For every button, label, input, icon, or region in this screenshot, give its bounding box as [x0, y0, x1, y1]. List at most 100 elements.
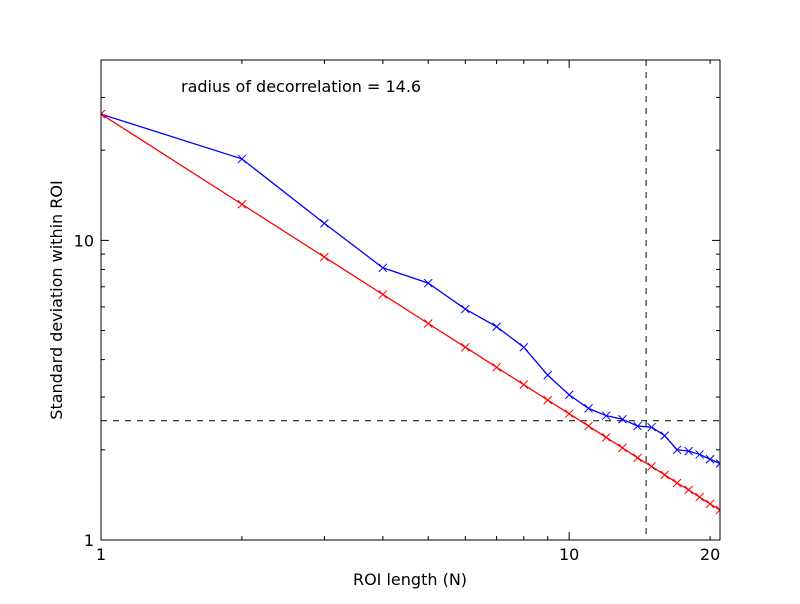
marker-stroke — [492, 322, 501, 332]
marker-stroke — [715, 509, 720, 515]
series-2-point — [460, 342, 470, 352]
marker-stroke — [320, 252, 329, 262]
marker-stroke — [618, 443, 627, 453]
series-1-point — [584, 404, 593, 413]
marker-stroke — [601, 433, 611, 442]
series-2-point — [672, 478, 682, 488]
marker-stroke — [584, 421, 593, 431]
axes-frame — [100, 59, 721, 541]
marker-stroke — [519, 380, 529, 389]
marker-stroke — [460, 342, 470, 352]
marker-stroke — [564, 409, 574, 419]
marker-stroke — [543, 395, 553, 405]
marker-stroke — [519, 342, 529, 352]
series-2-point — [633, 453, 642, 463]
marker-stroke — [584, 404, 593, 413]
marker-stroke — [684, 485, 694, 495]
marker-stroke — [705, 499, 715, 509]
series-1-point — [618, 414, 627, 424]
axes-group: 1 10 20 1 10 — [74, 59, 721, 564]
reference-lines — [101, 60, 720, 540]
series-2-point — [101, 109, 106, 119]
series-group — [101, 109, 720, 515]
series-2-point — [684, 485, 694, 495]
marker-stroke — [423, 278, 433, 288]
marker-stroke — [601, 411, 611, 421]
x-tick-label: 10 — [559, 545, 579, 564]
marker-stroke — [320, 218, 329, 228]
series-1-point — [423, 278, 433, 288]
series-2-point — [715, 505, 720, 515]
series-2-point — [584, 421, 593, 431]
series-1-point — [705, 454, 715, 464]
marker-stroke — [695, 450, 705, 459]
series-2-point — [543, 395, 553, 405]
series-2-point — [423, 319, 433, 328]
x-tick-label: 1 — [96, 545, 106, 564]
series-2-point — [647, 462, 656, 471]
marker-stroke — [564, 390, 574, 400]
series-2-point — [237, 199, 247, 209]
marker-stroke — [660, 470, 670, 480]
marker-stroke — [460, 304, 470, 314]
x-tick-label: 20 — [700, 545, 720, 564]
y-tick-label: 10 — [74, 231, 94, 250]
series-2-point — [519, 380, 529, 389]
marker-stroke — [647, 422, 656, 432]
series-2-point — [601, 433, 611, 442]
series-1-point — [647, 422, 656, 432]
series-1-point — [320, 218, 329, 228]
marker-stroke — [101, 113, 106, 119]
series-2-point — [492, 362, 501, 372]
marker-stroke — [618, 414, 627, 424]
series-2-point — [320, 252, 329, 262]
series-1-point — [543, 370, 553, 380]
marker-stroke — [423, 319, 433, 328]
series-2-point — [660, 470, 670, 480]
series-1-point — [460, 304, 470, 314]
marker-stroke — [237, 154, 247, 164]
marker-stroke — [705, 454, 715, 464]
marker-stroke — [237, 199, 247, 209]
series-2-point — [378, 290, 388, 299]
series-1-point — [237, 154, 247, 164]
series-1-point — [715, 459, 720, 468]
series-2-point — [564, 409, 574, 419]
series-2-point — [618, 443, 627, 453]
annotation-text: radius of decorrelation = 14.6 — [181, 77, 421, 96]
series-1-point — [601, 411, 611, 421]
marker-stroke — [633, 453, 642, 463]
y-axis-label: Standard deviation within ROI — [47, 180, 66, 419]
marker-stroke — [660, 431, 670, 440]
series-1-point — [378, 263, 388, 273]
marker-stroke — [715, 462, 720, 468]
marker-stroke — [647, 462, 656, 471]
series-1-point — [660, 431, 670, 440]
marker-stroke — [543, 370, 553, 380]
marker-stroke — [715, 505, 720, 511]
series-1-point — [672, 445, 682, 455]
x-axis-label: ROI length (N) — [353, 570, 467, 589]
series-1-point — [519, 342, 529, 352]
marker-stroke — [101, 109, 106, 115]
marker-stroke — [378, 290, 388, 299]
marker-stroke — [672, 445, 682, 455]
series-1-point — [695, 450, 705, 459]
marker-stroke — [378, 263, 388, 273]
marker-stroke — [492, 362, 501, 372]
marker-stroke — [684, 446, 694, 456]
series-1-point — [684, 446, 694, 456]
marker-stroke — [672, 478, 682, 488]
marker-stroke — [715, 459, 720, 465]
y-tick-label: 1 — [84, 531, 94, 550]
series-2-point — [695, 492, 705, 502]
marker-stroke — [695, 492, 705, 502]
series-2-point — [705, 499, 715, 509]
series-1-point — [564, 390, 574, 400]
marker-stroke — [633, 421, 642, 431]
series-1-point — [492, 322, 501, 332]
series-1-point — [633, 421, 642, 431]
